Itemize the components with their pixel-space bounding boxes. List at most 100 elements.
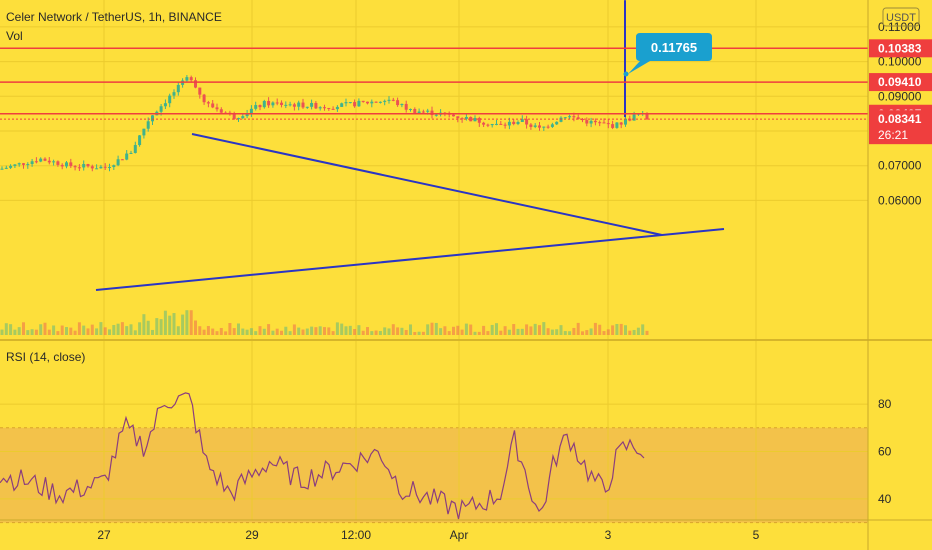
candle-body [477, 117, 481, 123]
candle-body [452, 114, 455, 117]
price-tick: 0.11000 [878, 20, 921, 34]
volume-bar [305, 328, 309, 335]
drawings-layer: 0.11765 [0, 33, 868, 291]
candle-body [159, 106, 163, 112]
current-price-text: 0.08341 [878, 112, 922, 126]
volume-bar [176, 326, 180, 335]
candle-body [340, 103, 344, 107]
candle-body [82, 164, 86, 168]
candle-body [314, 102, 318, 109]
candle-body [198, 87, 202, 95]
volume-bar [413, 331, 417, 335]
candle-body [112, 165, 116, 168]
candle-body [17, 163, 21, 165]
candle-body [95, 168, 99, 170]
candle-body [103, 166, 107, 168]
candle-body [99, 166, 103, 169]
volume-bar [611, 325, 615, 335]
volume-bar [108, 329, 111, 335]
candle-body [151, 115, 154, 122]
volume-bar [378, 330, 382, 335]
volume-bar [163, 310, 167, 335]
volume-bar [357, 325, 361, 335]
volume-bar [529, 326, 533, 335]
candle-body [400, 103, 404, 106]
candle-body [456, 116, 460, 119]
candle-body [585, 120, 589, 124]
candle-body [568, 116, 572, 118]
volume-bar [606, 329, 610, 335]
candle-body [4, 167, 8, 169]
volume-bar [366, 327, 369, 335]
volume-bar [391, 324, 395, 335]
candle-body [39, 158, 43, 162]
candle-body [546, 126, 550, 128]
volume-bar [185, 310, 189, 335]
volume-bar [120, 322, 124, 335]
candle-body [202, 94, 206, 103]
volume-bar [340, 323, 344, 335]
candle-body [120, 159, 124, 161]
volume-bar [206, 326, 210, 335]
candle-body [60, 164, 64, 167]
volume-bar [331, 331, 335, 335]
candle-body [563, 117, 567, 119]
rsi-line [0, 392, 645, 520]
candle-body [245, 113, 249, 117]
volume-bar [593, 322, 597, 335]
volume-bar [383, 327, 387, 335]
level-tag-text: 0.10383 [878, 41, 922, 55]
volume-bar [65, 327, 68, 335]
candle-body [172, 92, 176, 96]
volume-label: Vol [6, 29, 23, 43]
volume-bar [417, 331, 421, 335]
currency-button[interactable]: USDT [882, 7, 920, 27]
candle-body [335, 106, 339, 110]
lower-trendline [95, 228, 725, 291]
volume-bar [400, 327, 404, 335]
candle-body [108, 167, 111, 169]
volume-bar [138, 322, 142, 335]
candle-body [275, 102, 279, 104]
rsi-tick: 60 [878, 445, 892, 459]
volume-bar [443, 326, 447, 335]
volume-bar [619, 323, 623, 335]
candle-body [550, 124, 554, 127]
candle-body [34, 161, 38, 163]
candle-body [529, 124, 533, 127]
candle-body [357, 100, 361, 107]
candle-body [348, 102, 352, 104]
candle-body [632, 114, 636, 121]
volume-bar [258, 326, 262, 335]
candle-body [434, 114, 438, 116]
candle-body [241, 116, 245, 119]
price-tick: 0.10000 [878, 55, 922, 69]
candle-body [292, 104, 296, 107]
volume-bar [598, 324, 602, 335]
candle-body [206, 102, 210, 104]
volume-bar [284, 326, 288, 335]
candle-body [409, 108, 412, 110]
volume-bar [103, 327, 107, 335]
volume-bar [112, 325, 116, 335]
volume-bar [486, 331, 490, 335]
callout: 0.11765 [623, 33, 712, 77]
candle-body [90, 166, 94, 169]
candle-body [267, 100, 271, 106]
volume-bar [404, 329, 408, 335]
volume-bar [344, 326, 348, 335]
volume-bar [353, 329, 357, 335]
volume-bar [409, 324, 412, 335]
candle-body [520, 119, 524, 122]
volume-bar [533, 323, 537, 335]
volume-bar [525, 324, 529, 335]
candle-body [576, 117, 580, 120]
candle-body [495, 123, 498, 125]
rsi-band [0, 427, 868, 523]
candle-body [645, 113, 649, 120]
volume-bar [288, 331, 292, 335]
volume-bar [370, 331, 374, 335]
